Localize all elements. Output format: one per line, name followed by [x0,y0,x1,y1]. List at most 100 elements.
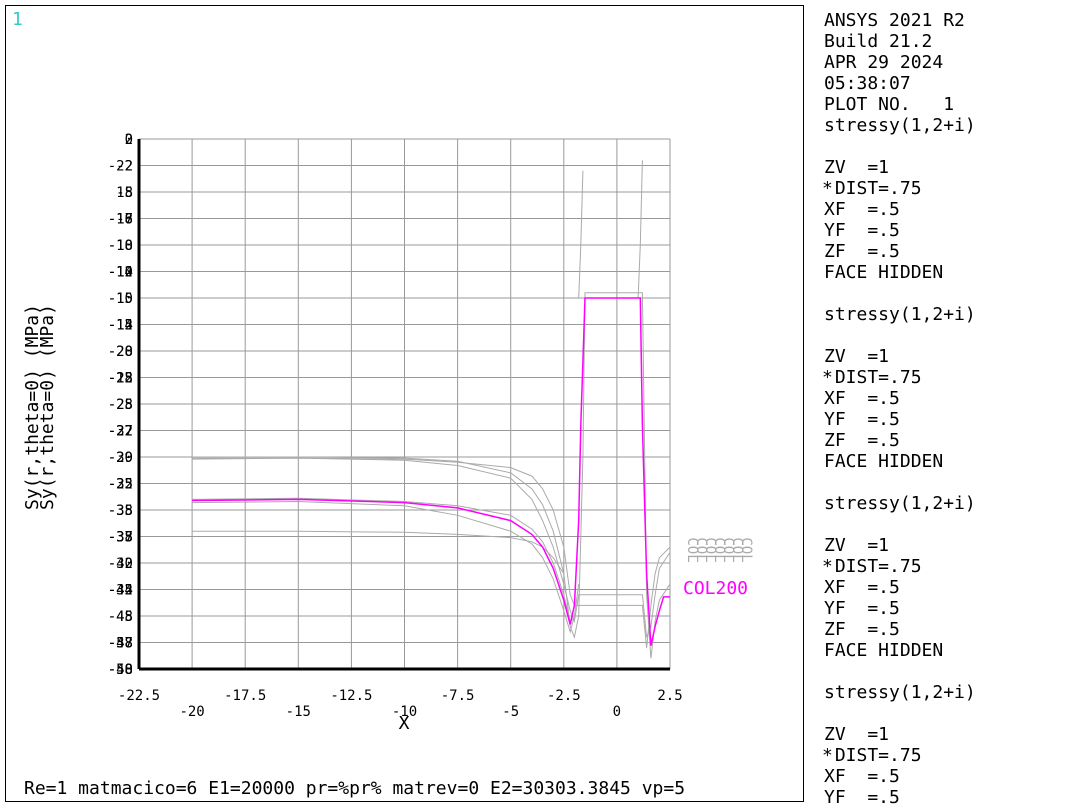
y-tick-label: -37 [108,530,133,546]
y-tick-label: -20 [108,344,133,360]
y-tick-label: -2 [116,159,133,175]
legend-param-line: * DIST=.75 [822,367,922,388]
y-tick-label: -15 [108,318,133,334]
y-tick-label: -48 [108,662,133,678]
y-tick-label: -38 [108,530,133,546]
y-tick-label: -10 [108,265,133,281]
legend-param-line: YF =.5 [824,220,900,241]
y-tick-label: -12 [108,265,133,281]
y-tick-label: -38 [108,503,133,519]
legend-param-line: ZV =1 [824,157,890,178]
series-end-label: COL [729,537,745,562]
y-tick-label: -58 [108,662,133,678]
x-tick-label: -10 [392,704,417,720]
legend-param-line: FACE HIDDEN [824,640,944,661]
y-tick-label: 2 [125,132,133,148]
legend-param-line: ZF =.5 [824,619,900,640]
legend-param-line: * DIST=.75 [822,745,922,766]
y-tick-label: -12 [108,318,133,334]
y-tick-label: -35 [108,503,133,519]
x-tick-label: 2.5 [657,688,682,704]
y-tick-label: -50 [108,662,133,678]
series-line-gray [192,500,580,634]
y-tick-label: -15 [108,291,133,307]
series-line-gray [637,160,643,299]
legend-param-line: ZV =1 [824,724,890,745]
x-axis-label: X [399,713,410,734]
y-axis-label: Sy(r,theta=0) (MPa) [37,304,58,510]
y-tick-label: -48 [108,609,133,625]
legend-param-line: FACE HIDDEN [824,451,944,472]
x-tick-label: -15 [286,704,311,720]
legend-header-line: stressy(1,2+i) [824,115,976,136]
y-tick-label: -32 [108,424,133,440]
series-layer [192,160,671,659]
legend-star-marker: * [822,745,833,766]
y-tick-label: -5 [116,185,133,201]
x-tick-label: 0 [613,704,621,720]
y-axis-label: Sy(r,theta=0) (MPa) [22,304,43,510]
y-tick-label: -16 [108,212,133,228]
y-tick-label: -29 [108,450,133,466]
legend-param-line: ZV =1 [824,346,890,367]
plot-caption: Re=1 matmacico=6 E1=20000 pr=%pr% matrev… [24,778,686,799]
y-tick-label: 0 [125,132,133,148]
legend-header-line: Build 21.2 [824,31,933,52]
y-tick-label: -25 [108,371,133,387]
series-end-label: COL [693,537,709,562]
y-tick-label: -10 [108,291,133,307]
x-tick-label: -12.5 [330,688,372,704]
legend-param-line: FACE HIDDEN [824,262,944,283]
y-tick-label: -18 [108,212,133,228]
y-tick-label: -34 [108,583,133,599]
axis-layer [137,139,670,671]
y-tick-label: -35 [108,477,133,493]
legend-param-line: XF =.5 [824,199,900,220]
y-tick-label: -32 [108,556,133,572]
legend-text: DIST=.75 [824,745,922,766]
series-line-gray [192,530,565,574]
y-tick-label: -18 [108,371,133,387]
series-line-gray [578,170,584,299]
legend-header-line: PLOT NO. 1 [824,94,955,115]
legend-star-marker: * [822,178,833,199]
y-tick-label: -45 [108,583,133,599]
x-tick-label: -17.5 [224,688,266,704]
legend-panel: ANSYS 2021 R2 Build 21.2 APR 29 2024 05:38:… [808,0,1077,810]
y-tick-label: -22 [108,159,133,175]
series-line-gray [192,457,671,648]
y-tick-label: -28 [108,397,133,413]
y-tick-label: -27 [108,424,133,440]
grid-layer [138,138,671,670]
series-end-label: COL [684,537,700,562]
y-tick-label: -28 [108,344,133,360]
series-line-col200 [192,297,670,646]
y-tick-label: -40 [108,556,133,572]
y-tick-label: -22 [108,371,133,387]
window-number: 1 [12,9,23,30]
series-label-col200: COL200 [683,578,748,599]
legend-param-line: YF =.5 [824,598,900,619]
x-tick-label: -7.5 [441,688,475,704]
legend-text: DIST=.75 [824,178,922,199]
x-tick-label: -22.5 [118,688,160,704]
x-tick-label: -2.5 [547,688,581,704]
legend-header-line: ANSYS 2021 R2 [824,10,965,31]
line-chart: -22.5 -17.5 -12.5 -7.5 -2.5 2.5-20 -15 -10 -5 002… [22,132,754,734]
series-end-label: COL [702,537,718,562]
y-tick-label: -10 [108,238,133,254]
y-tick-label: -58 [108,636,133,652]
y-tick-label: -25 [108,397,133,413]
x-tick-label: -5 [502,704,519,720]
legend-param-line: XF =.5 [824,577,900,598]
legend-param-line: ZF =.5 [824,241,900,262]
series-line-gray [192,497,575,623]
series-end-label: COL [711,537,727,562]
y-tick-label: -30 [108,450,133,466]
y-tick-label: -35 [108,530,133,546]
legend-header-line: 05:38:07 [824,73,911,94]
label-layer: -22.5 -17.5 -12.5 -7.5 -2.5 2.5-20 -15 -10 -5 002… [22,132,754,734]
legend-param-line: XF =.5 [824,388,900,409]
legend-star-marker: * [822,556,833,577]
legend-param-line: * DIST=.75 [822,178,922,199]
